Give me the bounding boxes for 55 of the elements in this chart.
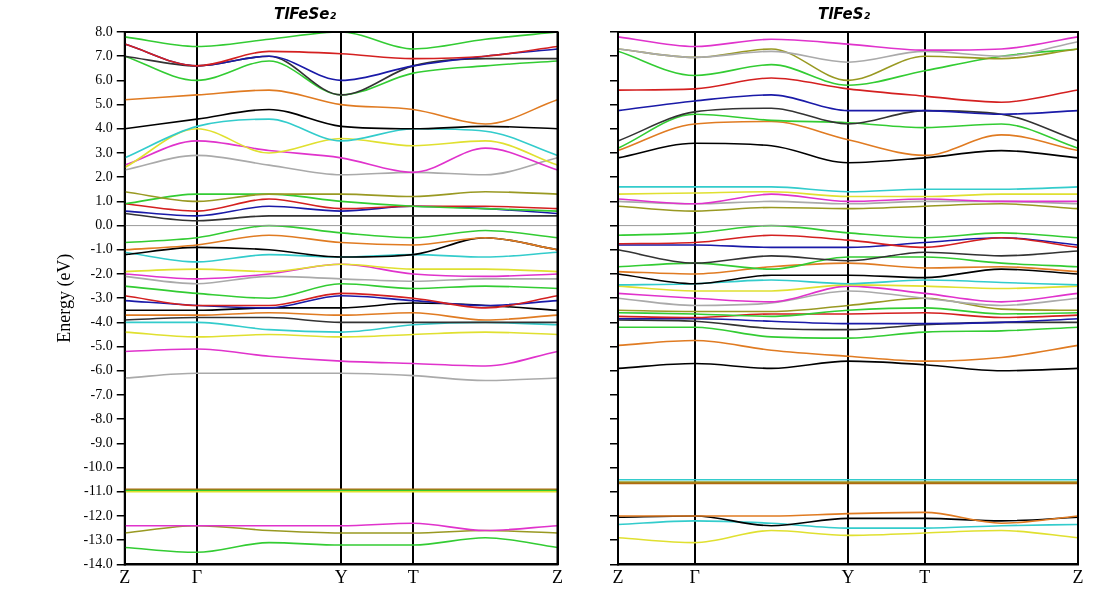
line-series <box>123 263 559 280</box>
line-series <box>123 372 559 382</box>
x-tick-label: Y <box>841 566 855 587</box>
x-tick-label: T <box>407 566 419 587</box>
y-tick-label: -6.0 <box>90 362 113 378</box>
x-tick-label: T <box>919 566 931 587</box>
line-series <box>123 190 559 203</box>
line-series <box>123 321 559 333</box>
line-series <box>123 348 559 367</box>
y-tick-label: 3.0 <box>95 144 113 160</box>
line-series <box>123 536 559 554</box>
x-tick-label: Z <box>119 566 131 587</box>
y-tick-label: -1.0 <box>90 241 113 257</box>
y-tick-label: 2.0 <box>95 168 113 184</box>
x-tick-label: Γ <box>191 566 203 587</box>
line-series <box>123 55 559 96</box>
y-tick-label: -4.0 <box>90 314 113 330</box>
x-tick-label: Y <box>334 566 348 587</box>
line-series <box>123 234 559 251</box>
line-series <box>123 140 559 174</box>
line-series <box>123 154 559 176</box>
y-tick-label: -3.0 <box>90 289 113 305</box>
line-series <box>123 282 559 299</box>
y-tick-label: -9.0 <box>90 435 113 451</box>
y-tick-label: 8.0 <box>95 23 113 39</box>
line-series <box>123 224 559 244</box>
x-tick-label: Z <box>552 566 563 587</box>
y-tick-label: -10.0 <box>83 459 113 475</box>
line-series <box>123 43 559 67</box>
line-series <box>123 89 559 125</box>
line-series <box>123 118 559 159</box>
line-series <box>123 128 559 169</box>
y-tick-label: 6.0 <box>95 72 113 88</box>
chart-title: TlFeSe₂ <box>273 4 337 23</box>
y-tick-label: 4.0 <box>95 120 113 136</box>
x-tick-label: Γ <box>689 566 700 587</box>
x-tick-label: Z <box>1072 566 1084 587</box>
y-tick-label: -12.0 <box>83 507 113 523</box>
y-tick-label: -2.0 <box>90 265 113 281</box>
y-axis-title: Energy (eV) <box>53 253 75 343</box>
y-tick-label: 1.0 <box>95 193 113 209</box>
line-series <box>123 275 559 285</box>
line-series <box>123 193 559 212</box>
y-tick-label: 7.0 <box>95 47 113 63</box>
y-tick-label: -5.0 <box>90 338 113 354</box>
y-tick-label: -7.0 <box>90 386 113 402</box>
y-tick-label: 0.0 <box>95 217 113 233</box>
y-tick-label: 5.0 <box>95 96 113 112</box>
line-series <box>123 198 559 212</box>
y-tick-label: -8.0 <box>90 410 113 426</box>
x-tick-label: Z <box>612 566 624 587</box>
y-tick-label: -13.0 <box>83 531 113 547</box>
y-tick-label: -14.0 <box>83 556 113 572</box>
chart-title: TlFeS₂ <box>817 4 871 23</box>
y-tick-label: -11.0 <box>84 483 113 499</box>
